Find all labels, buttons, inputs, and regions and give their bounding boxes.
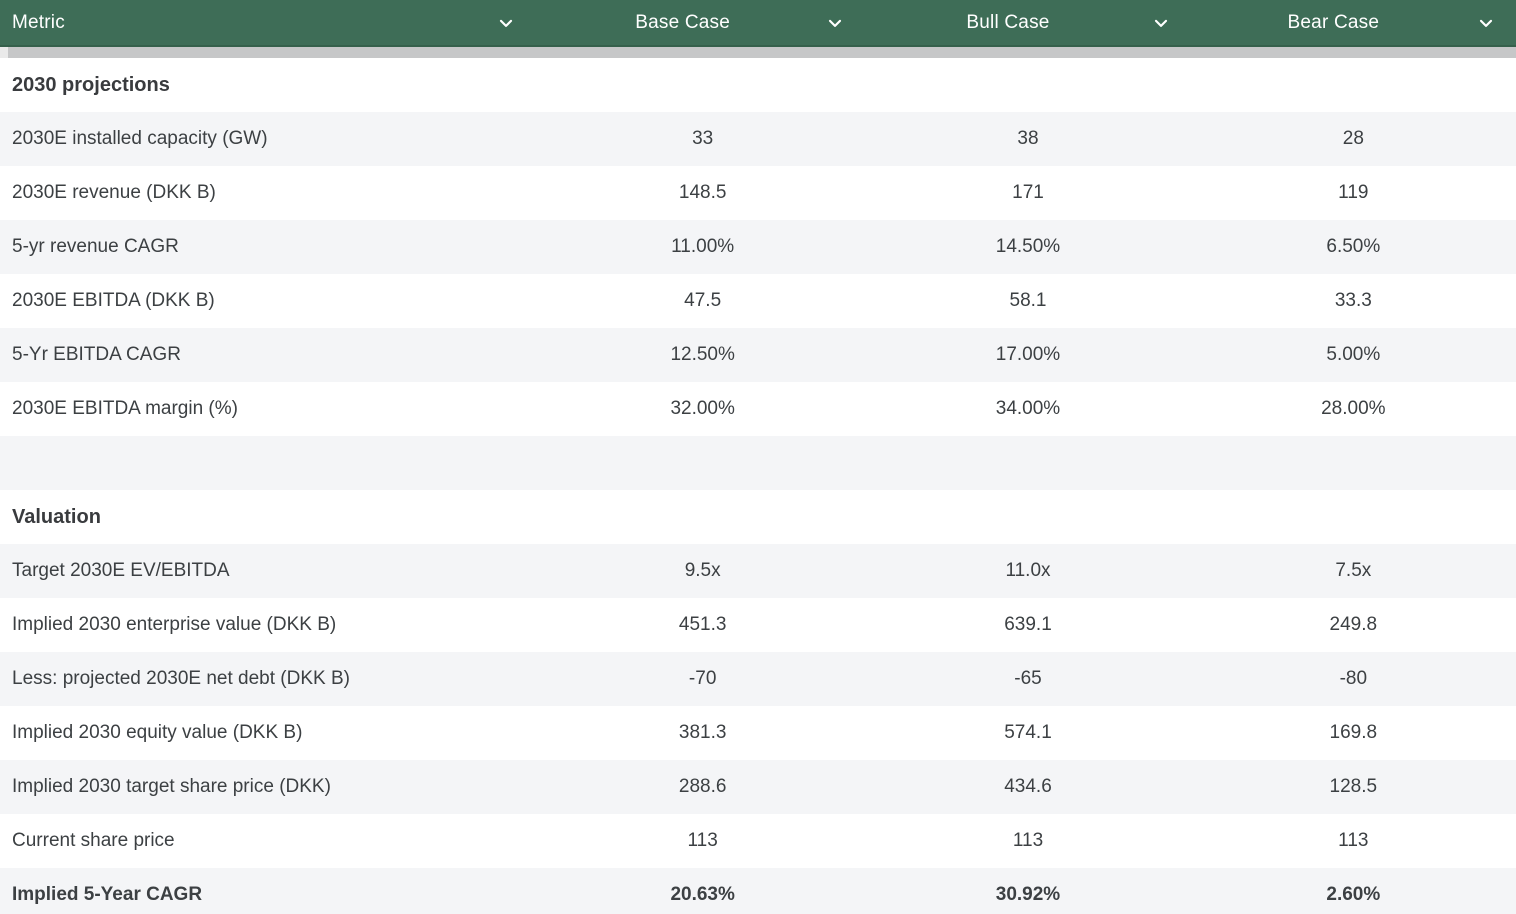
metric-label: 2030E installed capacity (GW) [12, 128, 268, 149]
column-header-label: Metric [12, 11, 65, 33]
base-case-value: 12.50% [670, 344, 735, 365]
table-row[interactable]: 2030E EBITDA (DKK B) 47.5 58.1 33.3 [0, 274, 1516, 328]
bear-case-value: 28 [1342, 128, 1364, 149]
table-row[interactable]: Target 2030E EV/EBITDA 9.5x 11.0x 7.5x [0, 544, 1516, 598]
bear-case-value: 28.00% [1321, 398, 1386, 419]
column-header-label: Bear Case [1287, 11, 1380, 33]
column-header-bull-case[interactable]: Bull Case [865, 0, 1190, 45]
spacer-row [0, 436, 1516, 490]
table-row[interactable]: Implied 2030 enterprise value (DKK B) 451… [0, 598, 1516, 652]
chevron-down-icon[interactable] [1476, 13, 1496, 33]
base-case-value: 20.63% [670, 884, 735, 905]
bear-case-value: 6.50% [1326, 236, 1381, 257]
metric-label: Less: projected 2030E net debt (DKK B) [12, 668, 350, 689]
chevron-down-icon[interactable] [1151, 13, 1171, 33]
metric-label: 2030E EBITDA (DKK B) [12, 290, 215, 311]
bull-case-value: 113 [1012, 830, 1044, 851]
base-case-value: 288.6 [678, 776, 727, 797]
table-row[interactable]: 2030E revenue (DKK B) 148.5 171 119 [0, 166, 1516, 220]
table-header: Metric Base Case Bull Case Bear Case [0, 0, 1516, 47]
bull-case-value: 17.00% [995, 344, 1061, 365]
column-header-bear-case[interactable]: Bear Case [1191, 0, 1516, 45]
table-row[interactable]: Implied 5-Year CAGR 20.63% 30.92% 2.60% [0, 868, 1516, 914]
base-case-value: 148.5 [678, 182, 727, 203]
section-title: Valuation [12, 505, 101, 528]
table-row[interactable]: Implied 2030 target share price (DKK) 288… [0, 760, 1516, 814]
bull-case-value: 434.6 [1004, 776, 1052, 797]
scrollbar-thumb[interactable] [8, 47, 1516, 58]
bull-case-value: -65 [1014, 668, 1042, 689]
column-header-label: Base Case [635, 11, 731, 33]
metric-label: Implied 2030 enterprise value (DKK B) [12, 614, 337, 635]
bear-case-value: 169.8 [1329, 722, 1378, 743]
table-row[interactable]: 5-yr revenue CAGR 11.00% 14.50% 6.50% [0, 220, 1516, 274]
table-row[interactable]: Less: projected 2030E net debt (DKK B) -7… [0, 652, 1516, 706]
bull-case-value: 171 [1012, 182, 1044, 203]
metric-label: Implied 5-Year CAGR [12, 884, 203, 905]
column-header-metric[interactable]: Metric [0, 0, 540, 45]
chevron-down-icon[interactable] [825, 13, 845, 33]
table-row[interactable]: Current share price 113 113 113 [0, 814, 1516, 868]
section-header-row: 2030 projections [0, 58, 1516, 112]
table-body: 2030 projections 2030E installed capacity… [0, 58, 1516, 914]
bear-case-value: 33.3 [1334, 290, 1372, 311]
metric-label: Implied 2030 target share price (DKK) [12, 776, 331, 797]
chevron-down-icon[interactable] [496, 13, 516, 33]
metric-label: Target 2030E EV/EBITDA [12, 560, 230, 581]
bull-case-value: 639.1 [1004, 614, 1052, 635]
base-case-value: 113 [687, 830, 718, 851]
metric-label: 2030E EBITDA margin (%) [12, 398, 238, 419]
base-case-value: 32.00% [670, 398, 735, 419]
base-case-value: 9.5x [684, 560, 721, 581]
bull-case-value: 574.1 [1004, 722, 1052, 743]
bear-case-value: 113 [1338, 830, 1369, 851]
metric-label: Current share price [12, 830, 175, 851]
bull-case-value: 30.92% [995, 884, 1061, 905]
bear-case-value: 128.5 [1329, 776, 1378, 797]
column-header-label: Bull Case [966, 11, 1050, 33]
bull-case-value: 58.1 [1009, 290, 1047, 311]
horizontal-scrollbar[interactable] [0, 47, 1516, 58]
metric-label: 5-Yr EBITDA CAGR [12, 344, 181, 365]
bull-case-value: 34.00% [995, 398, 1061, 419]
base-case-value: 11.00% [671, 236, 735, 257]
section-title: 2030 projections [12, 73, 170, 96]
bull-case-value: 14.50% [995, 236, 1061, 257]
base-case-value: 381.3 [678, 722, 727, 743]
bear-case-value: 5.00% [1326, 344, 1381, 365]
bear-case-value: 119 [1338, 182, 1369, 203]
column-header-base-case[interactable]: Base Case [540, 0, 865, 45]
base-case-value: 451.3 [678, 614, 727, 635]
table-row[interactable]: Implied 2030 equity value (DKK B) 381.3 57… [0, 706, 1516, 760]
bull-case-value: 38 [1017, 128, 1039, 149]
base-case-value: -70 [688, 668, 717, 689]
table-row[interactable]: 2030E EBITDA margin (%) 32.00% 34.00% 28.00… [0, 382, 1516, 436]
metric-label: Implied 2030 equity value (DKK B) [12, 722, 303, 743]
bear-case-value: 7.5x [1335, 560, 1372, 581]
base-case-value: 47.5 [684, 290, 722, 311]
table-row[interactable]: 5-Yr EBITDA CAGR 12.50% 17.00% 5.00% [0, 328, 1516, 382]
bear-case-value: -80 [1339, 668, 1368, 689]
bear-case-value: 2.60% [1326, 884, 1381, 905]
section-header-row: Valuation [0, 490, 1516, 544]
metric-label: 5-yr revenue CAGR [12, 236, 179, 257]
base-case-value: 33 [692, 128, 714, 149]
bear-case-value: 249.8 [1329, 614, 1378, 635]
bull-case-value: 11.0x [1005, 560, 1051, 581]
metric-label: 2030E revenue (DKK B) [12, 182, 216, 203]
table-row[interactable]: 2030E installed capacity (GW) 33 38 28 [0, 112, 1516, 166]
